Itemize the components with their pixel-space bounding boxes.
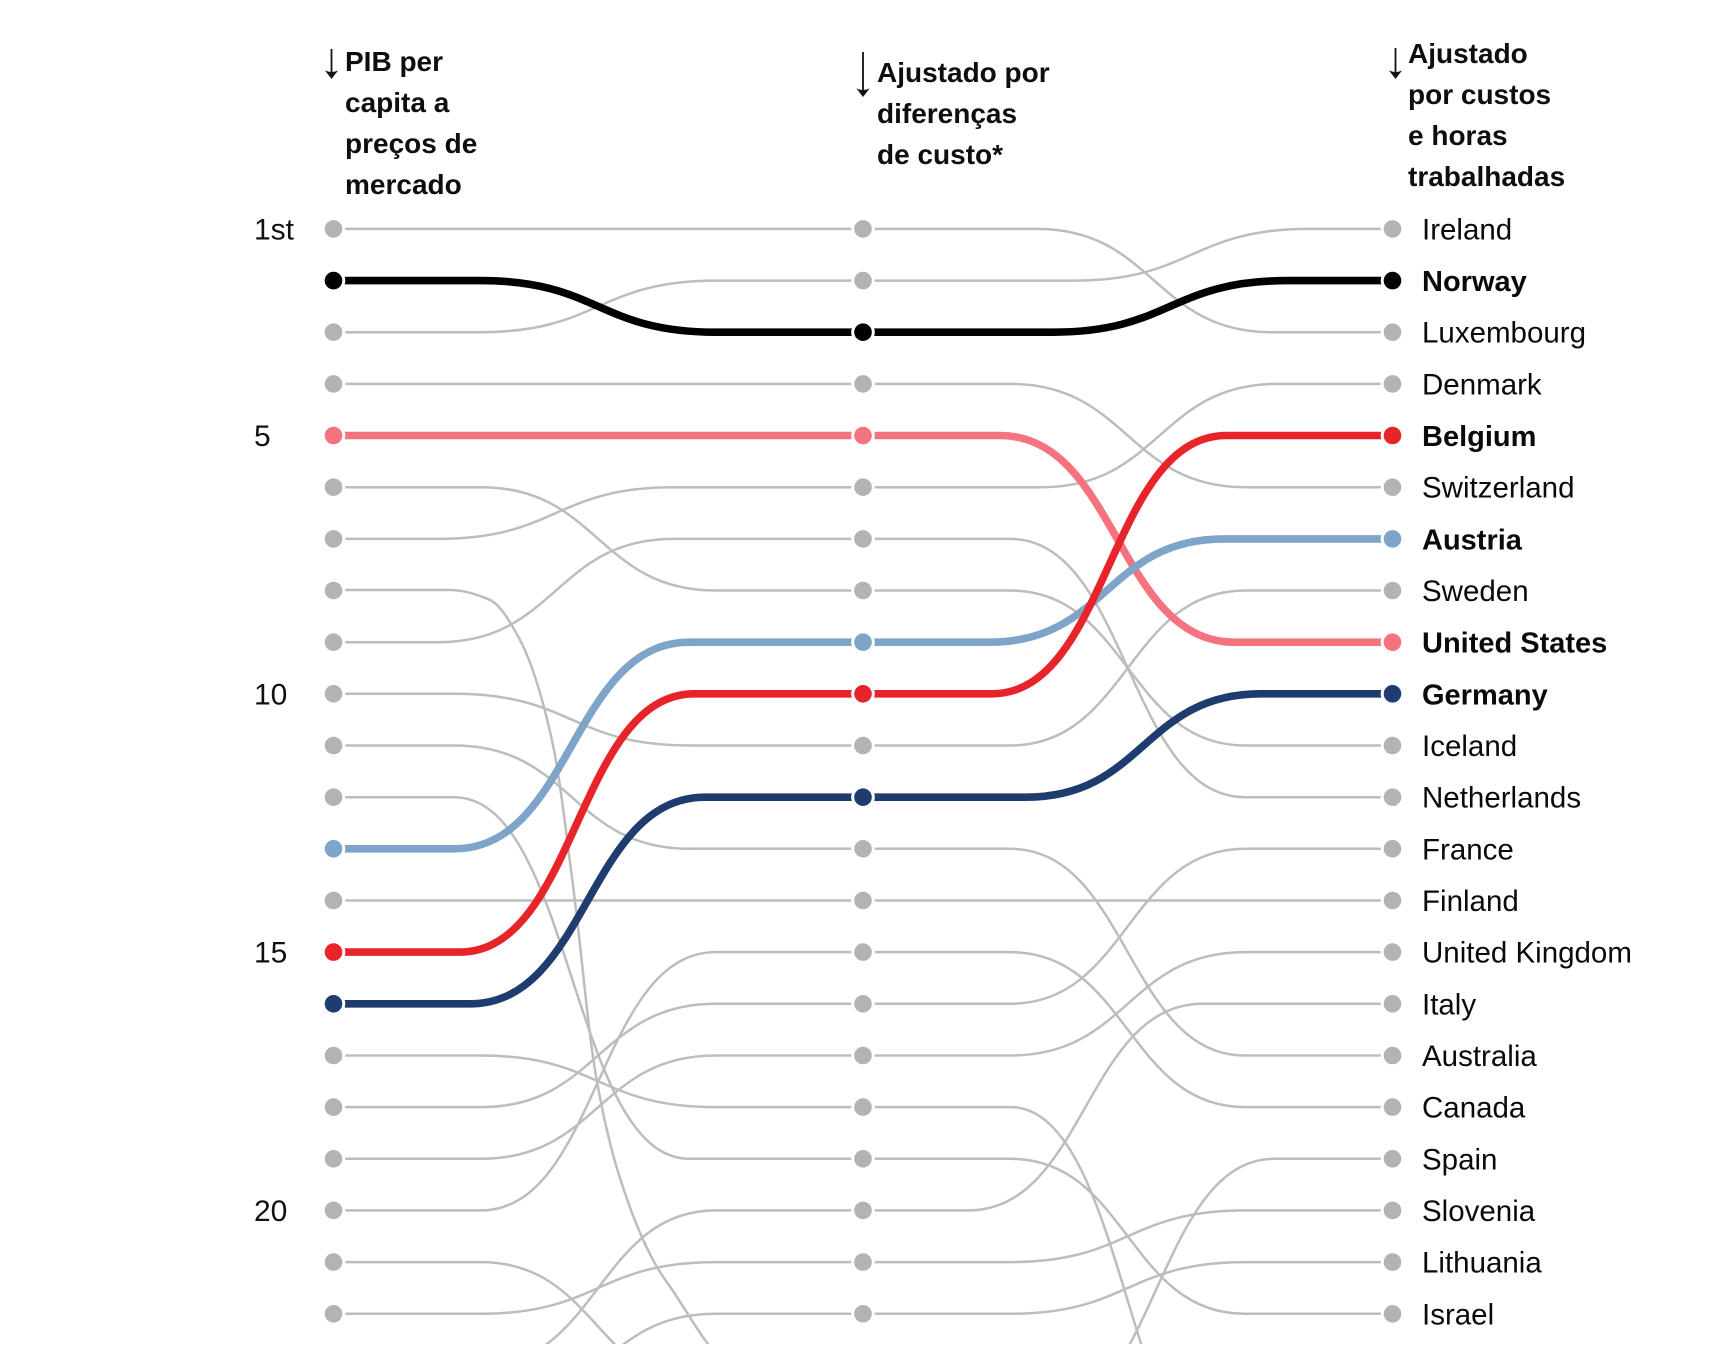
svg-text:PIB per: PIB per [345, 46, 443, 77]
svg-text:Sweden: Sweden [1422, 575, 1529, 608]
svg-text:Denmark: Denmark [1422, 368, 1542, 401]
svg-text:Luxembourg: Luxembourg [1422, 317, 1586, 350]
svg-text:United States: United States [1422, 628, 1607, 660]
svg-text:Slovenia: Slovenia [1422, 1195, 1536, 1228]
svg-text:Israel: Israel [1422, 1298, 1494, 1331]
svg-text:por custos: por custos [1408, 79, 1551, 110]
svg-text:Norway: Norway [1422, 266, 1527, 298]
svg-text:Canada: Canada [1422, 1092, 1526, 1125]
svg-text:20: 20 [254, 1195, 287, 1228]
svg-text:United Kingdom: United Kingdom [1422, 937, 1632, 970]
svg-text:Finland: Finland [1422, 885, 1519, 918]
svg-text:Switzerland: Switzerland [1422, 472, 1574, 505]
svg-text:Iceland: Iceland [1422, 730, 1517, 763]
svg-text:preços de: preços de [345, 128, 477, 159]
svg-text:capita a: capita a [345, 87, 450, 118]
svg-text:Ajustado: Ajustado [1408, 38, 1528, 69]
svg-text:Austria: Austria [1422, 524, 1523, 556]
svg-text:15: 15 [254, 937, 287, 970]
svg-text:Spain: Spain [1422, 1143, 1497, 1176]
svg-text:10: 10 [254, 678, 287, 711]
svg-text:Australia: Australia [1422, 1040, 1537, 1073]
svg-text:Netherlands: Netherlands [1422, 782, 1581, 815]
svg-text:Ireland: Ireland [1422, 213, 1512, 246]
svg-text:Lithuania: Lithuania [1422, 1247, 1542, 1280]
svg-text:mercado: mercado [345, 169, 462, 200]
svg-text:Italy: Italy [1422, 988, 1476, 1021]
svg-text:Germany: Germany [1422, 679, 1548, 711]
svg-text:5: 5 [254, 420, 271, 453]
svg-text:Belgium: Belgium [1422, 421, 1536, 453]
svg-text:Ajustado por: Ajustado por [877, 57, 1050, 88]
svg-text:1st: 1st [254, 213, 295, 246]
svg-text:e horas: e horas [1408, 120, 1508, 151]
svg-text:trabalhadas: trabalhadas [1408, 161, 1565, 192]
svg-text:France: France [1422, 833, 1514, 866]
svg-text:diferenças: diferenças [877, 98, 1017, 129]
svg-text:de custo*: de custo* [877, 139, 1003, 170]
